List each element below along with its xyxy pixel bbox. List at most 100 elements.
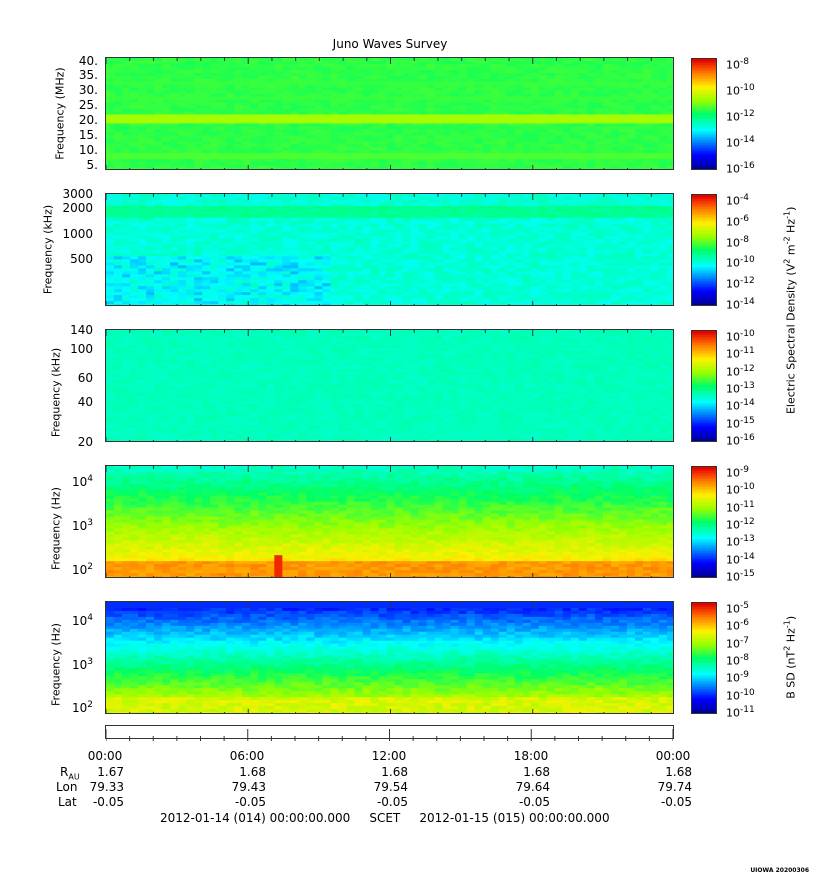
- spectrogram-cell: [218, 223, 227, 228]
- spectrogram-cell: [458, 197, 468, 201]
- spectrogram-cell: [474, 199, 484, 204]
- spectrogram-cell: [522, 223, 532, 228]
- spectrogram-cell: [282, 223, 291, 228]
- spectrogram-cell: [298, 156, 307, 160]
- spectrogram-cell: [618, 217, 628, 222]
- spectrogram-cell: [378, 58, 388, 62]
- spectrogram-cell: [418, 132, 428, 136]
- spectrogram-cell: [562, 226, 572, 231]
- spectrogram-cell: [434, 66, 444, 71]
- spectrogram-cell: [498, 223, 508, 228]
- spectrogram-cell: [330, 141, 339, 145]
- spectrogram-cell: [274, 111, 283, 116]
- spectrogram-cell: [386, 241, 396, 246]
- spectrogram-cell: [570, 232, 580, 237]
- spectrogram-cell: [354, 129, 363, 133]
- spectrogram-cell: [602, 241, 612, 246]
- spectrogram-cell: [170, 168, 179, 169]
- spectrogram-cell: [418, 144, 428, 148]
- spectrogram-cell: [114, 150, 123, 154]
- spectrogram-cell: [618, 265, 628, 269]
- spectrogram-cell: [602, 108, 612, 113]
- spectrogram-cell: [618, 226, 628, 231]
- spectrogram-cell: [314, 265, 323, 269]
- spectrogram-cell: [178, 129, 187, 133]
- spectrogram-cell: [202, 156, 211, 160]
- spectrogram-cell: [546, 256, 556, 260]
- spectrogram-cell: [667, 114, 673, 119]
- spectrogram-cell: [538, 244, 548, 249]
- spectrogram-cell: [242, 69, 251, 74]
- spectrogram-cell: [106, 144, 115, 148]
- spectrogram-cell: [210, 202, 219, 207]
- spectrogram-cell: [290, 147, 299, 151]
- spectrogram-cell: [434, 72, 444, 77]
- spectrogram-cell: [410, 126, 420, 130]
- spectrogram-cell: [434, 217, 444, 222]
- spectrogram-cell: [602, 250, 612, 255]
- spectrogram-cell: [626, 211, 636, 216]
- spectrogram-cell: [458, 126, 468, 130]
- spectrogram-cell: [306, 105, 315, 110]
- spectrogram-cell: [338, 75, 347, 80]
- spectrogram-cell: [442, 105, 452, 110]
- spectrogram-cell: [170, 78, 179, 83]
- spectrogram-cell: [442, 141, 452, 145]
- spectrogram-cell: [626, 78, 636, 83]
- spectrogram-cell: [362, 232, 372, 237]
- spectrogram-cell: [290, 197, 299, 201]
- spectrogram-cell: [626, 144, 636, 148]
- spectrogram-cell: [354, 244, 363, 249]
- spectrogram-cell: [667, 197, 673, 201]
- spectrogram-cell: [578, 72, 588, 77]
- spectrogram-cell: [194, 87, 203, 92]
- spectrogram-cell: [122, 250, 131, 255]
- spectrogram-cell: [314, 280, 323, 284]
- spectrogram-cell: [370, 235, 380, 240]
- spectrogram-cell: [394, 72, 404, 77]
- spectrogram-cell: [506, 99, 516, 104]
- spectrogram-cell: [250, 66, 259, 71]
- spectrogram-cell: [186, 262, 195, 266]
- spectrogram-cell: [330, 99, 339, 104]
- spectrogram-cell: [218, 141, 227, 145]
- spectrogram-cell: [226, 274, 235, 278]
- spectrogram-cell: [258, 153, 267, 157]
- spectrogram-cell: [618, 153, 628, 157]
- spectrogram-cell: [170, 61, 179, 65]
- spectrogram-cell: [346, 259, 355, 263]
- spectrogram-cell: [474, 211, 484, 216]
- spectrogram-cell: [626, 235, 636, 240]
- spectrogram-cell: [434, 165, 444, 169]
- spectrogram-cell: [138, 217, 147, 222]
- spectrogram-cell: [314, 90, 323, 95]
- spectrogram-cell: [114, 165, 123, 169]
- spectrogram-cell: [162, 168, 171, 169]
- spectrogram-cell: [314, 277, 323, 281]
- spectrogram-cell: [146, 90, 155, 95]
- spectrogram-cell: [210, 75, 219, 80]
- spectrogram-cell: [322, 247, 331, 252]
- spectrogram-cell: [554, 105, 564, 110]
- spectrogram-cell: [570, 58, 580, 62]
- spectrogram-cell: [586, 253, 596, 258]
- spectrogram-cell: [402, 114, 412, 119]
- spectrogram-cell: [442, 283, 452, 287]
- spectrogram-cell: [634, 87, 644, 92]
- spectrogram-cell: [642, 81, 652, 86]
- spectrogram-cell: [634, 126, 644, 130]
- spectrogram-cell: [306, 208, 315, 213]
- spectrogram-cell: [659, 61, 668, 65]
- spectrogram-cell: [394, 277, 404, 281]
- spectrogram-cell: [314, 283, 323, 287]
- spectrogram-cell: [442, 132, 452, 136]
- spectrogram-cell: [506, 126, 516, 130]
- spectrogram-cell: [290, 72, 299, 77]
- spectrogram-cell: [234, 117, 243, 122]
- spectrogram-cell: [298, 265, 307, 269]
- spectrogram-cell: [402, 229, 412, 234]
- spectrogram-cell: [554, 138, 564, 142]
- spectrogram-cell: [442, 75, 452, 80]
- spectrogram-cell: [354, 280, 363, 284]
- spectrogram-cell: [330, 271, 339, 275]
